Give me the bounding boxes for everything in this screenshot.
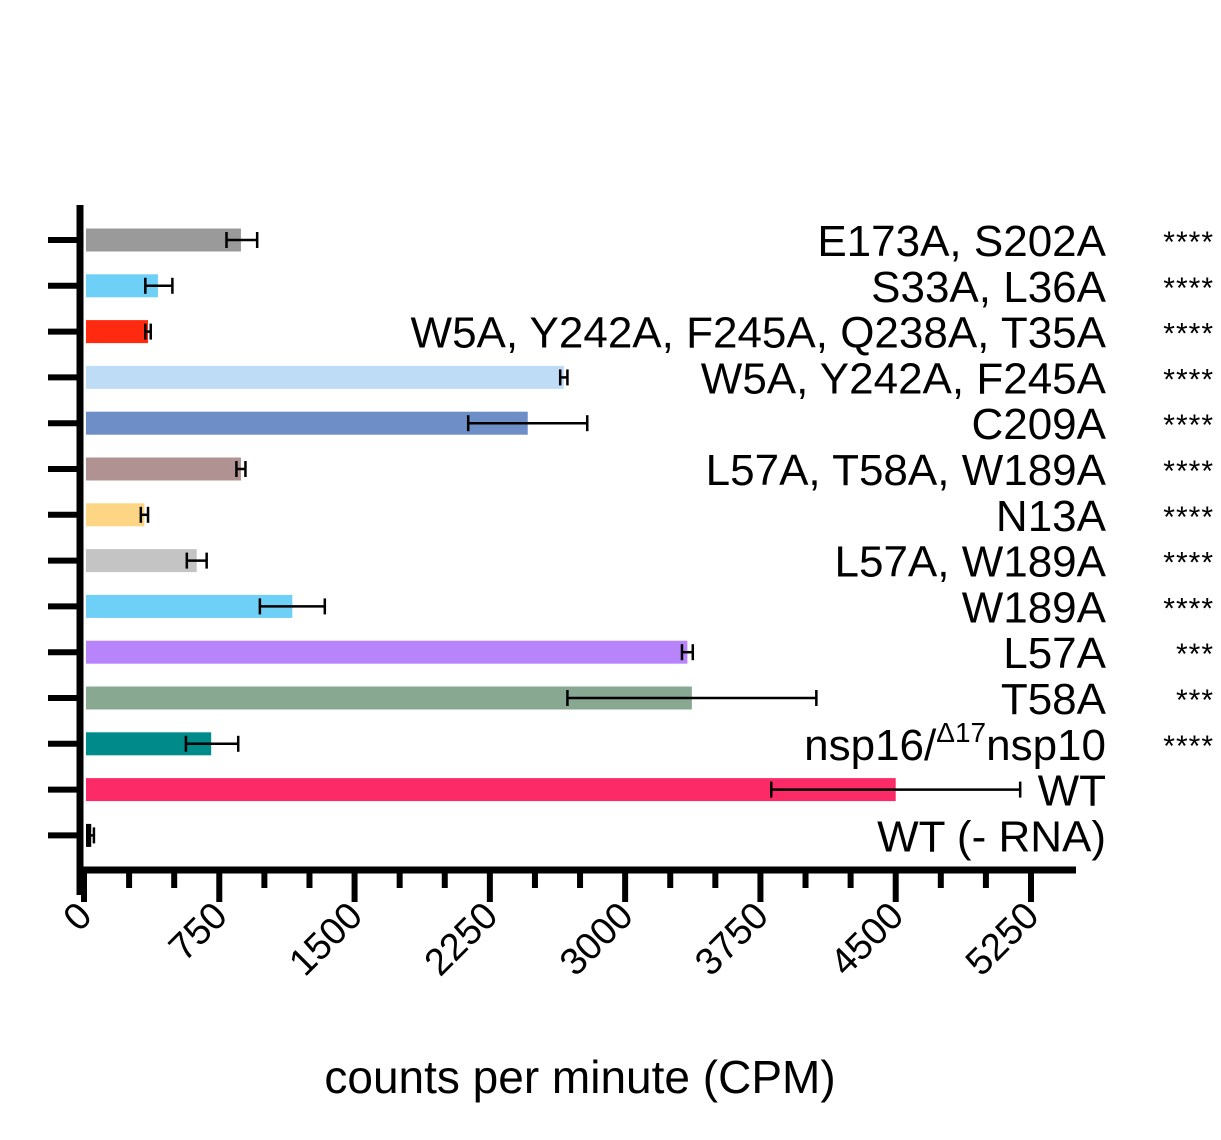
significance-10: *** xyxy=(1176,684,1214,717)
category-label-2: W5A, Y242A, F245A, Q238A, T35A xyxy=(411,309,1107,358)
x-tick-label-2: 1500 xyxy=(281,895,370,984)
category-label-5: L57A, T58A, W189A xyxy=(706,446,1107,495)
x-axis-title: counts per minute (CPM) xyxy=(324,1051,835,1103)
bar-1 xyxy=(86,274,158,298)
error-bar-7 xyxy=(185,552,208,569)
significance-9: *** xyxy=(1176,638,1214,671)
x-tick-label-0: 0 xyxy=(56,895,101,940)
error-bar-13 xyxy=(87,827,96,844)
x-tick-label-4: 3000 xyxy=(552,895,641,984)
significance-11: **** xyxy=(1163,730,1214,763)
category-label-9: L57A xyxy=(1003,629,1106,678)
category-labels-group: E173A, S202A **** S33A, L36A **** W5A, Y242A… xyxy=(411,217,1214,861)
significance-7: **** xyxy=(1163,547,1214,580)
bar-4 xyxy=(86,411,528,435)
category-label-13: WT (- RNA) xyxy=(877,812,1106,861)
bar-11 xyxy=(86,732,212,756)
bar-6 xyxy=(86,503,145,527)
error-bar-3 xyxy=(558,369,569,386)
category-label-11: nsp16/Δ17nsp10 xyxy=(804,717,1106,770)
error-bar-6 xyxy=(139,506,150,523)
category-label-3: W5A, Y242A, F245A xyxy=(701,354,1107,403)
category-label-7: L57A, W189A xyxy=(835,538,1107,587)
significance-3: **** xyxy=(1163,363,1214,396)
x-tick-label-6: 4500 xyxy=(823,895,912,984)
error-bar-5 xyxy=(235,461,247,477)
bar-7 xyxy=(86,549,197,573)
bar-9 xyxy=(86,640,688,664)
bar-2 xyxy=(86,320,149,344)
bar-10 xyxy=(86,686,692,710)
x-tick-label-3: 2250 xyxy=(417,895,506,984)
category-label-1: S33A, L36A xyxy=(871,263,1106,312)
error-bar-10 xyxy=(566,690,818,706)
x-tick-label-5: 3750 xyxy=(687,895,776,984)
category-label-4: C209A xyxy=(971,400,1106,449)
error-bars-group xyxy=(87,232,1022,844)
error-bar-2 xyxy=(144,323,152,340)
category-label-8: W189A xyxy=(962,583,1107,632)
category-label-6: N13A xyxy=(996,492,1107,541)
error-bar-1 xyxy=(144,277,174,294)
bar-8 xyxy=(86,594,293,618)
error-bar-0 xyxy=(225,232,259,248)
significance-2: **** xyxy=(1163,318,1214,351)
category-label-10: T58A xyxy=(1001,675,1107,724)
bar-0 xyxy=(86,228,241,252)
bar-3 xyxy=(86,365,564,389)
x-tick-label-1: 750 xyxy=(161,895,236,970)
error-bar-9 xyxy=(680,644,695,661)
category-label-12: WT xyxy=(1038,767,1106,816)
significance-4: **** xyxy=(1163,409,1214,442)
bar-12 xyxy=(86,778,896,802)
bars-group xyxy=(86,228,896,847)
significance-1: **** xyxy=(1163,272,1214,305)
error-bar-11 xyxy=(184,735,240,752)
bar-5 xyxy=(86,457,241,481)
significance-8: **** xyxy=(1163,592,1214,625)
significance-6: **** xyxy=(1163,501,1214,534)
significance-5: **** xyxy=(1163,455,1214,488)
error-bar-8 xyxy=(258,598,327,615)
x-tick-label-7: 5250 xyxy=(958,895,1047,984)
error-bar-4 xyxy=(466,415,589,432)
category-label-0: E173A, S202A xyxy=(817,217,1106,266)
significance-0: **** xyxy=(1163,226,1214,259)
error-bar-12 xyxy=(770,781,1022,798)
